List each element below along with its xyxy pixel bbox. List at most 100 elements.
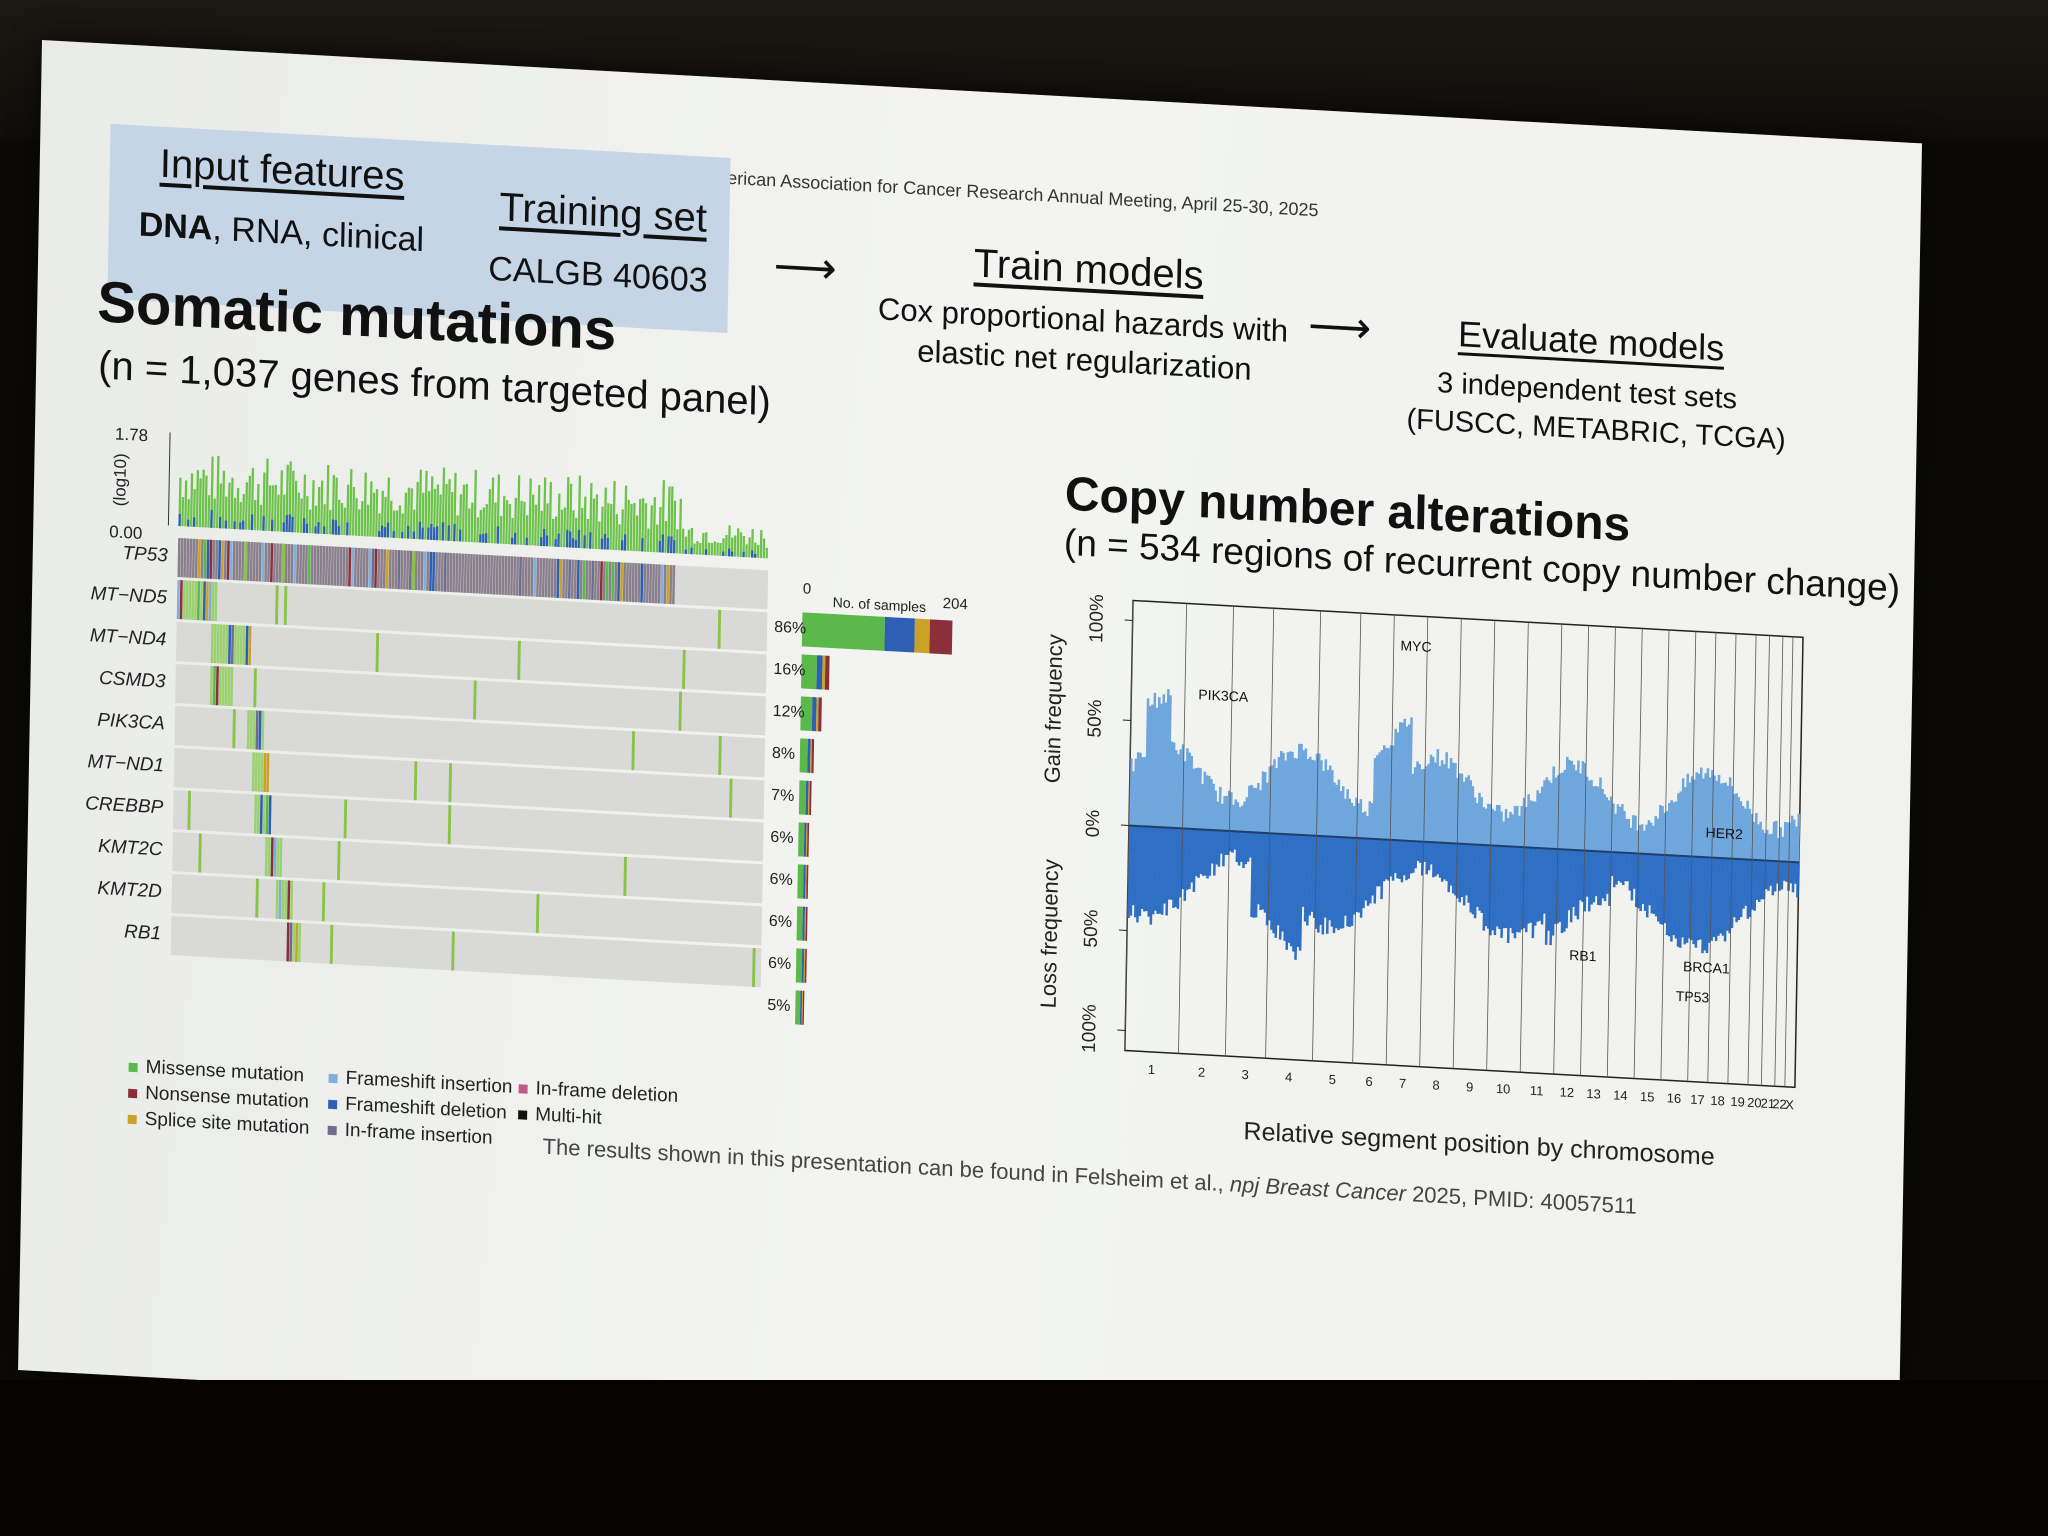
tmb-bar-frameshift: [418, 521, 422, 540]
gain-bar: [1446, 768, 1450, 844]
loss-bar: [1633, 853, 1637, 889]
gain-bar: [1584, 776, 1589, 851]
loss-bar: [1721, 858, 1726, 936]
loss-bar: [1518, 846, 1523, 933]
gain-bar: [1417, 763, 1421, 842]
tmb-bar-frameshift: [568, 531, 572, 548]
loss-bar: [1667, 855, 1672, 937]
gain-bar: [1720, 782, 1725, 859]
oncoprint-scatter-cell: [717, 609, 722, 649]
loss-bar: [1301, 835, 1306, 907]
oncoprint-scatter-cell: [728, 778, 733, 818]
loss-bar: [1305, 835, 1311, 926]
tmb-bar: [340, 503, 344, 536]
gain-bar: [1693, 772, 1699, 857]
samples-bar-frameshift: [801, 948, 805, 983]
tmb-bar: [204, 475, 208, 528]
tmb-bar-frameshift: [346, 522, 349, 536]
gene-percent: 8%: [771, 744, 796, 764]
tmb-bar-frameshift: [577, 529, 581, 549]
oncoprint-scatter-cell: [329, 924, 334, 964]
loss-bar: [1174, 828, 1179, 907]
oncoprint-row-bg: [174, 705, 766, 778]
samples-bar-nonsense: [805, 906, 808, 941]
oncoprint-cell: [275, 543, 280, 583]
oncoprint-cell: [200, 539, 204, 579]
gain-bar: [1403, 726, 1409, 841]
samples-bar-nonsense: [804, 948, 807, 983]
gain-bar: [1376, 752, 1381, 840]
chromosome-divider: [1687, 631, 1697, 1082]
chromosome-label: X: [1785, 1097, 1794, 1112]
oncoprint-cell: [212, 539, 216, 580]
tmb-axis: [167, 432, 171, 526]
gain-bar: [1508, 811, 1512, 847]
projection-screen: American Association for Cancer Research…: [18, 40, 1922, 1474]
oncoprint-cell: [541, 558, 546, 598]
tmb-bar: [181, 496, 185, 527]
oncoprint-cell: [588, 560, 592, 600]
oncoprint-cell: [262, 794, 266, 835]
oncoprint-scatter-cell: [447, 805, 452, 845]
oncoprint-scatter-cell: [751, 947, 756, 988]
gain-bar: [1233, 799, 1238, 832]
tmb-bar: [207, 495, 211, 528]
chromosome-divider: [1580, 625, 1589, 1076]
oncoprint-scatter-cell: [281, 543, 286, 583]
loss-bar: [1723, 858, 1728, 942]
oncoprint-cell: [268, 795, 272, 835]
gain-bar: [1499, 811, 1503, 847]
gain-bar: [1160, 694, 1166, 828]
gain-bar: [1162, 702, 1168, 828]
tmb-bar-frameshift: [670, 536, 673, 554]
oncoprint-cell: [510, 556, 514, 596]
tmb-bar: [490, 477, 495, 544]
gain-bar: [1760, 829, 1765, 861]
oncoprint-cell: [463, 553, 467, 593]
tmb-bar-frameshift: [513, 532, 517, 545]
tmb-bar: [594, 494, 599, 550]
gain-bar: [1392, 728, 1398, 841]
gene-percent: 86%: [774, 618, 807, 638]
gain-bar: [1589, 779, 1593, 851]
loss-bar: [1341, 837, 1346, 929]
gain-bar: [1305, 758, 1310, 836]
loss-bar: [1495, 845, 1500, 927]
samples-bar-missense: [801, 612, 885, 651]
loss-bar: [1149, 826, 1154, 925]
loss-bar: [1143, 826, 1148, 912]
oncoprint-cell: [437, 552, 441, 592]
oncoprint-cell: [420, 551, 424, 591]
loss-bar: [1136, 825, 1141, 923]
gain-bar: [1220, 803, 1224, 831]
tmb-bar: [328, 509, 332, 535]
oncoprint-cell: [261, 710, 265, 750]
loss-bar: [1560, 849, 1565, 934]
oncoprint-scatter-cell: [631, 731, 636, 771]
oncoprint-cell: [619, 562, 624, 602]
oncoprint-scatter-cell: [517, 640, 521, 680]
oncoprint-cell: [672, 565, 676, 605]
tmb-bar: [615, 514, 619, 551]
tmb-bar: [372, 492, 376, 537]
loss-bar: [1259, 832, 1264, 911]
loss-bar: [1676, 855, 1681, 947]
gain-bar: [1291, 757, 1296, 835]
tmb-bar-frameshift: [441, 522, 445, 541]
tmb-bar: [698, 542, 702, 555]
oncoprint-cell: [614, 561, 618, 602]
tmb-bar-frameshift: [565, 529, 569, 548]
loss-bar: [1215, 830, 1219, 865]
oncoprint-cell: [281, 880, 285, 920]
tmb-bar-frameshift: [334, 520, 338, 535]
samples-bar-frameshift: [802, 906, 806, 941]
gain-bar: [1352, 806, 1356, 838]
samples-bar-frameshift: [799, 990, 803, 1025]
loss-bar: [1359, 838, 1364, 918]
gain-bar: [1723, 782, 1727, 859]
tmb-bar-frameshift: [331, 519, 335, 535]
tmb-bar: [487, 489, 492, 544]
tmb-bar: [548, 482, 553, 547]
gain-bar: [1408, 717, 1413, 841]
loss-bar: [1504, 846, 1509, 929]
